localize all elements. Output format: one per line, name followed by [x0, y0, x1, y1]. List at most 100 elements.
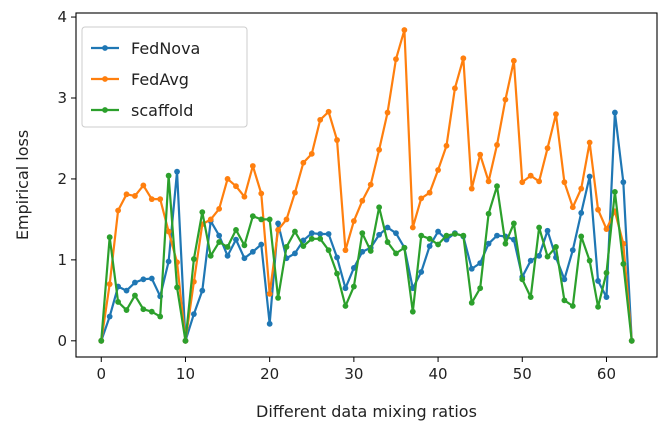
data-point	[603, 226, 610, 233]
data-point	[132, 193, 138, 199]
data-point	[620, 261, 627, 267]
data-point	[182, 337, 189, 344]
x-axis-label: Different data mixing ratios	[256, 402, 477, 421]
data-point	[359, 197, 366, 204]
y-tick-label: 3	[57, 89, 67, 107]
data-point	[426, 189, 433, 196]
data-point	[536, 224, 543, 231]
data-point	[502, 96, 509, 103]
data-point	[603, 294, 610, 300]
data-point	[452, 231, 458, 237]
series-scaffold	[98, 172, 635, 344]
data-point	[569, 204, 576, 211]
data-point	[527, 257, 534, 264]
data-point	[300, 159, 307, 166]
data-point	[249, 248, 256, 255]
data-point	[536, 178, 543, 185]
series-fedavg	[98, 27, 635, 344]
x-tick-label: 50	[513, 365, 532, 383]
data-point	[443, 142, 450, 149]
data-point	[595, 206, 601, 213]
data-point	[401, 244, 408, 251]
data-point	[519, 276, 526, 283]
data-point	[317, 231, 324, 237]
data-point	[628, 337, 635, 344]
data-point	[384, 239, 391, 245]
data-point	[199, 209, 206, 216]
data-point	[409, 308, 416, 315]
data-point	[426, 243, 433, 250]
data-point	[342, 247, 349, 254]
data-point	[435, 167, 441, 173]
data-point	[292, 250, 298, 257]
data-point	[174, 168, 180, 175]
data-point	[174, 284, 180, 291]
data-point	[409, 224, 416, 231]
data-point	[477, 151, 484, 158]
data-point	[384, 224, 391, 231]
data-point	[123, 191, 130, 198]
data-point	[157, 313, 164, 320]
legend-label: FedAvg	[131, 70, 189, 89]
data-point	[283, 244, 290, 250]
data-point	[586, 139, 593, 146]
data-point	[132, 279, 138, 286]
data-point	[266, 290, 273, 297]
data-point	[544, 145, 551, 152]
series-layer	[98, 27, 635, 344]
data-point	[544, 227, 551, 234]
data-point	[578, 210, 585, 216]
data-point	[233, 227, 239, 233]
x-tick-label: 30	[344, 365, 363, 383]
legend-item-fedavg: FedAvg	[91, 70, 189, 89]
plot-frame	[75, 12, 658, 358]
data-point	[258, 190, 265, 197]
data-point	[393, 56, 399, 63]
data-point	[241, 255, 248, 262]
data-point	[460, 55, 467, 62]
data-point	[233, 236, 239, 243]
data-point	[216, 232, 223, 239]
data-point	[292, 189, 298, 196]
x-tick-label: 60	[597, 365, 616, 383]
legend-marker	[102, 107, 108, 113]
data-point	[334, 137, 340, 143]
data-point	[393, 250, 399, 257]
series-line-scaffold	[100, 174, 633, 342]
data-point	[216, 239, 223, 245]
data-point	[190, 311, 197, 317]
data-point	[216, 205, 223, 212]
y-tick-label: 4	[57, 8, 67, 26]
data-point	[460, 232, 467, 239]
data-point	[510, 220, 517, 227]
data-point	[283, 216, 290, 223]
data-point	[308, 150, 315, 157]
data-point	[485, 178, 492, 185]
data-point	[300, 243, 307, 250]
data-point	[275, 227, 281, 233]
data-point	[561, 276, 568, 283]
data-point	[443, 232, 450, 239]
data-point	[207, 252, 214, 259]
legend-box	[81, 26, 248, 128]
data-point	[578, 233, 585, 240]
data-point	[561, 179, 568, 186]
data-point	[553, 111, 559, 118]
data-point	[241, 242, 248, 249]
data-point	[123, 307, 130, 313]
data-point	[334, 270, 340, 277]
data-point	[468, 185, 475, 192]
data-point	[603, 269, 610, 276]
data-point	[527, 294, 534, 300]
data-point	[435, 241, 441, 248]
data-point	[98, 337, 105, 344]
data-point	[485, 240, 492, 247]
data-point	[266, 320, 273, 327]
data-point	[241, 193, 248, 200]
legend-item-scaffold: scaffold	[91, 101, 193, 120]
data-point	[536, 252, 543, 259]
y-tick-label: 1	[57, 251, 67, 269]
data-point	[477, 260, 484, 267]
data-point	[435, 228, 441, 235]
